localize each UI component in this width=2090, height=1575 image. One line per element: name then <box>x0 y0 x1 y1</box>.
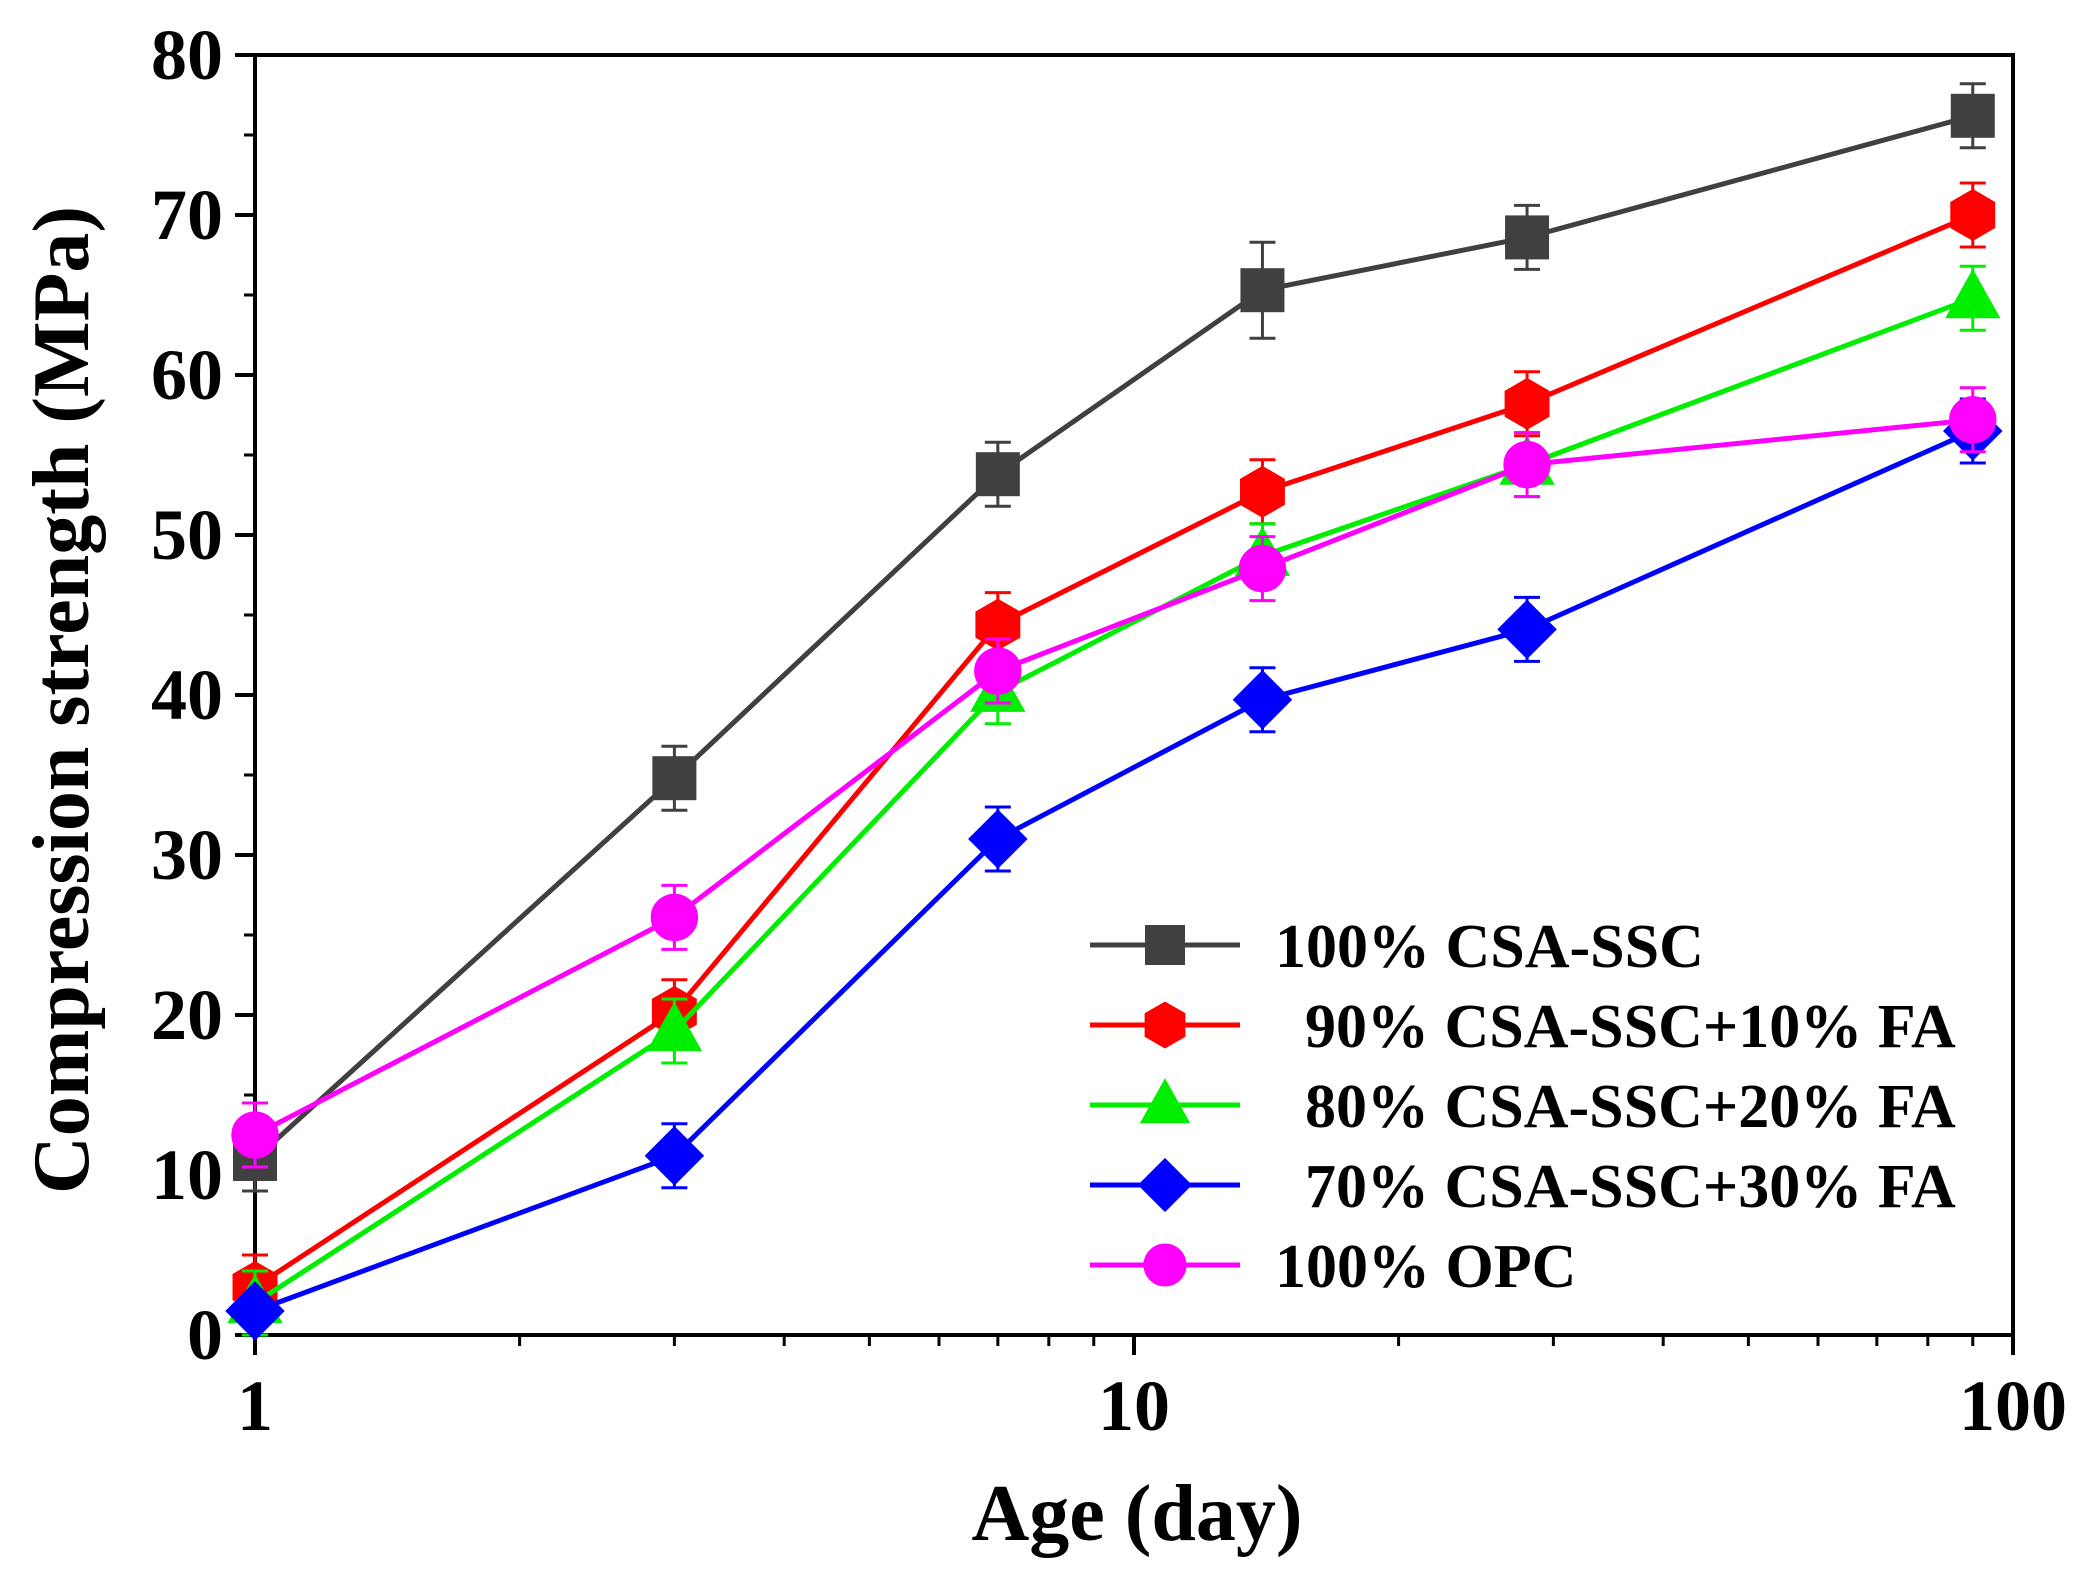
legend-label: 90% CSA-SSC+10% FA <box>1305 993 1956 1061</box>
data-point <box>1232 670 1293 730</box>
data-point <box>646 1001 703 1052</box>
series-layer <box>225 82 2003 1341</box>
data-point <box>650 893 699 942</box>
y-tick-label: 10 <box>151 1135 223 1215</box>
y-axis: 0 10 20 30 40 50 60 70 80 <box>151 15 255 1375</box>
y-tick-label: 30 <box>151 815 223 895</box>
legend-item-1: 90% CSA-SSC+10% FA <box>1090 993 1956 1061</box>
data-point <box>1238 544 1287 593</box>
data-point <box>1240 268 1285 313</box>
data-point <box>975 452 1020 497</box>
data-point <box>231 1111 279 1159</box>
x-tick-label: 10 <box>1098 1366 1170 1446</box>
data-point <box>1950 93 1995 138</box>
data-point <box>644 1126 705 1186</box>
data-point <box>1240 465 1285 518</box>
x-tick-label: 1 <box>237 1366 273 1446</box>
legend-label: 70% CSA-SSC+30% FA <box>1305 1153 1956 1221</box>
legend-label: 100% CSA-SSC <box>1275 913 1704 981</box>
legend-marker <box>1143 1243 1187 1287</box>
series-4 <box>231 386 1997 1169</box>
data-point <box>975 598 1021 651</box>
series-line <box>253 113 1974 1161</box>
legend: 100% CSA-SSC 90% CSA-SSC+10% FA 80% CSA-SS… <box>1090 913 1956 1301</box>
y-axis-title: Compression strength (MPa) <box>18 206 106 1194</box>
data-point <box>225 1281 285 1341</box>
plot-frame <box>253 53 2015 1337</box>
data-point <box>1504 377 1550 430</box>
legend-item-0: 100% CSA-SSC <box>1090 913 1704 981</box>
data-point <box>1950 189 1996 241</box>
data-point <box>1505 215 1550 260</box>
y-tick-label: 80 <box>151 15 223 95</box>
series-line <box>253 212 1974 1290</box>
legend-marker <box>1137 1157 1193 1213</box>
data-point <box>974 647 1022 695</box>
y-tick-label: 20 <box>151 975 223 1055</box>
series-line <box>254 428 1974 1314</box>
legend-item-3: 70% CSA-SSC+30% FA <box>1090 1153 1956 1221</box>
x-tick-label: 100 <box>1959 1366 2067 1446</box>
data-point <box>968 809 1028 869</box>
data-point <box>1949 396 1997 444</box>
legend-item-2: 80% CSA-SSC+20% FA <box>1090 1073 1956 1141</box>
legend-marker <box>1145 925 1185 965</box>
legend-label: 80% CSA-SSC+20% FA <box>1305 1073 1956 1141</box>
series-line <box>253 417 1974 1138</box>
x-axis: 1 10 100 <box>237 1335 2067 1446</box>
legend-label: 100% OPC <box>1275 1233 1576 1301</box>
legend-marker <box>1144 1001 1186 1049</box>
data-point <box>1503 440 1551 489</box>
y-tick-label: 60 <box>151 335 223 415</box>
y-tick-label: 0 <box>187 1295 223 1375</box>
data-point <box>1497 599 1557 660</box>
data-point <box>1945 268 2001 319</box>
series-line <box>253 295 1974 1306</box>
y-tick-label: 40 <box>151 655 223 735</box>
legend-item-4: 100% OPC <box>1090 1233 1576 1301</box>
series-1 <box>232 181 1996 1321</box>
legend-marker <box>1139 1078 1191 1124</box>
x-axis-title: Age (day) <box>971 1470 1302 1558</box>
y-tick-label: 70 <box>151 175 223 255</box>
y-tick-label: 50 <box>151 495 223 575</box>
data-point <box>652 756 697 801</box>
